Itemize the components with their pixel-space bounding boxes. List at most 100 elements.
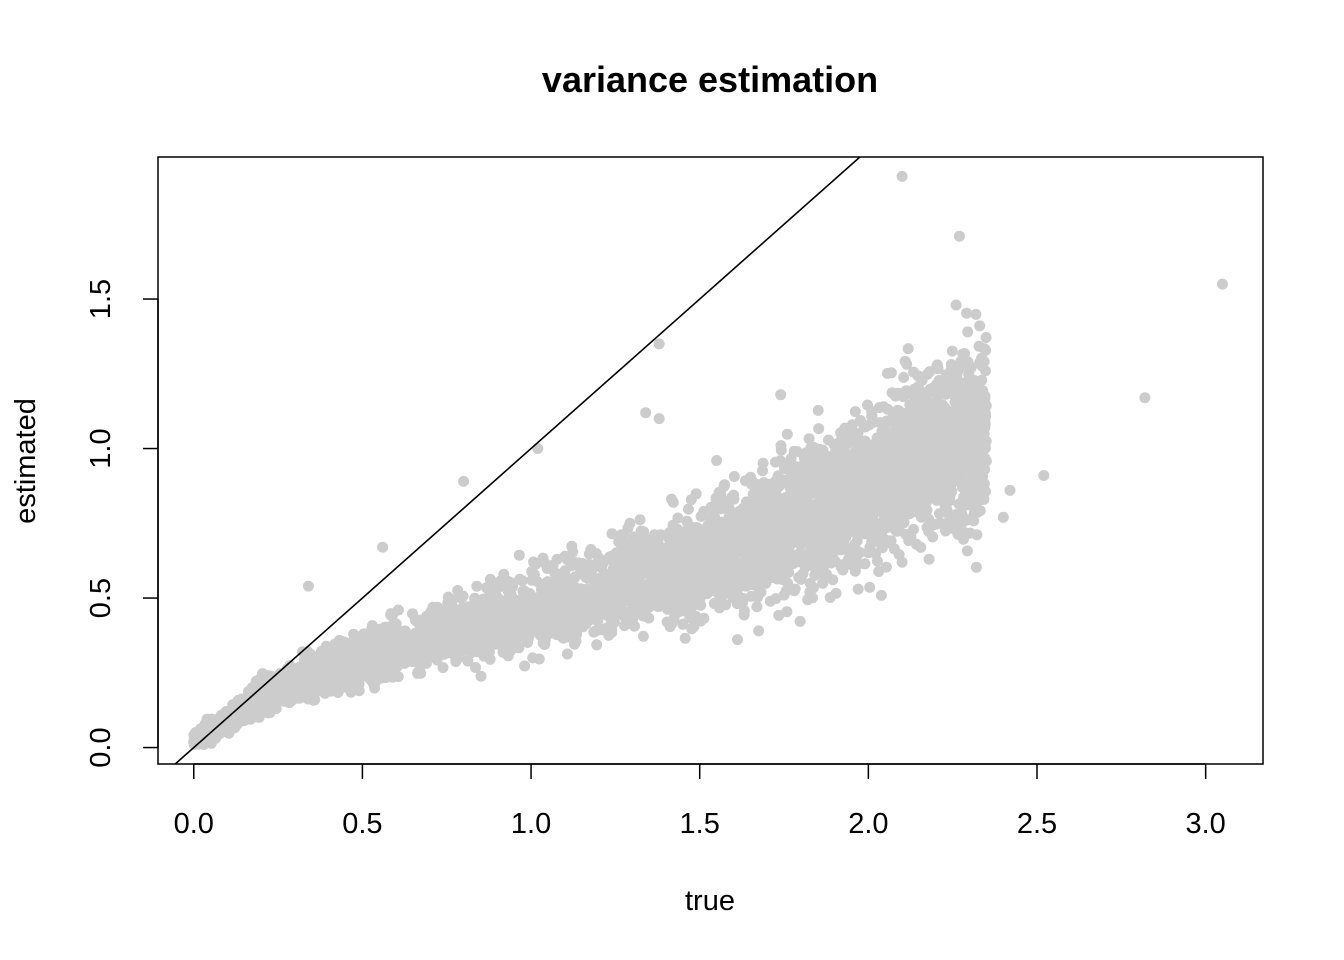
data-point [690,610,702,622]
data-point [578,568,590,580]
data-point [961,545,973,557]
data-point [415,637,427,649]
data-point [890,445,902,457]
data-point [569,638,580,650]
data-point [965,403,977,415]
data-point [880,561,892,573]
data-point [952,394,964,406]
data-point [847,471,859,483]
data-point [638,562,650,574]
data-point [714,602,725,614]
data-point [823,434,834,446]
data-point [833,526,845,538]
data-point [527,652,539,664]
data-point [539,639,550,650]
data-point [530,558,542,570]
data-point [896,509,908,521]
data-point [919,482,931,494]
data-point [609,562,621,574]
data-point [622,522,634,534]
data-point [898,371,910,383]
data-point [737,596,749,608]
data-point [849,519,861,531]
data-point [386,671,398,683]
data-point [750,534,762,546]
data-point [957,498,969,510]
data-point [793,548,805,560]
data-point [286,695,297,707]
data-point [848,506,860,518]
data-points [188,170,1228,750]
data-point [852,428,864,440]
data-point [881,488,893,500]
data-point [800,447,812,459]
data-point [661,616,673,628]
data-point [201,713,213,725]
data-point [511,633,523,645]
data-point [339,636,351,648]
data-point [886,387,898,399]
data-point [955,355,967,367]
data-point [849,406,861,418]
data-point [696,547,708,559]
data-point [830,587,842,599]
data-point [812,551,824,563]
data-point [835,561,847,573]
data-point [606,607,618,619]
data-point [738,609,750,621]
data-point [961,307,973,319]
data-point [415,667,427,679]
data-point [577,612,589,624]
data-point [488,583,500,595]
data-point [427,601,439,613]
data-point [792,518,804,530]
data-point [807,592,818,604]
data-point [751,510,762,522]
data-point [270,703,282,715]
data-point [709,571,721,583]
data-point [655,529,667,541]
data-point [813,423,825,435]
data-point [904,399,916,411]
data-point [817,577,829,589]
data-point [783,566,795,578]
data-point [519,660,531,672]
data-point [931,395,943,407]
data-point [592,559,604,571]
data-point [764,595,776,607]
data-point [516,575,528,587]
data-point [924,366,936,378]
data-point [966,385,978,397]
data-point [619,620,631,632]
data-point [714,590,726,602]
data-point [797,568,809,580]
data-point [849,455,860,467]
data-point [737,563,749,575]
data-point [910,506,922,518]
data-point [696,580,708,592]
data-point [800,480,812,492]
data-point [463,616,475,628]
data-point [684,588,696,600]
data-point [662,561,674,573]
data-point [420,646,432,658]
data-point [498,568,510,580]
data-point [952,365,964,377]
data-point [465,629,477,641]
data-point [873,536,885,548]
data-point [814,451,825,463]
data-point [745,471,757,483]
data-point [637,630,649,642]
data-point [653,544,665,556]
data-point [784,474,796,486]
data-point [770,456,781,468]
data-point [970,561,982,573]
data-point [794,615,806,627]
data-point [319,687,331,699]
data-point [682,503,694,515]
data-point [865,528,876,540]
data-point [443,631,455,643]
data-point [624,555,636,567]
data-point [875,589,887,601]
data-point [543,595,555,607]
